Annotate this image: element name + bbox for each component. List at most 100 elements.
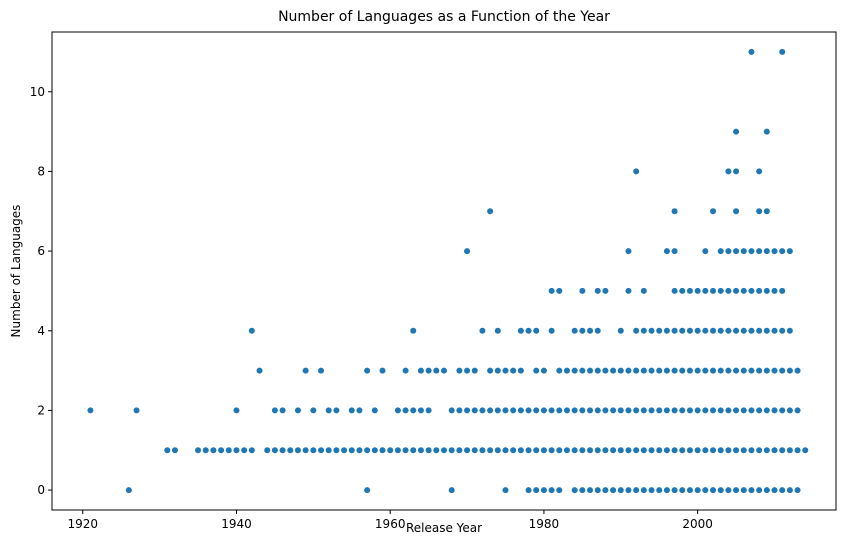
data-point xyxy=(318,447,325,454)
data-point xyxy=(494,327,501,334)
data-point xyxy=(702,407,709,414)
data-point xyxy=(464,407,471,414)
data-point xyxy=(633,367,640,374)
data-point xyxy=(733,208,740,215)
data-point xyxy=(594,367,601,374)
data-point xyxy=(248,447,255,454)
data-point xyxy=(441,367,447,374)
data-point xyxy=(610,447,617,454)
data-point xyxy=(456,367,463,374)
data-point xyxy=(579,447,586,454)
data-point xyxy=(587,407,594,414)
data-point xyxy=(587,367,594,374)
x-tick-label: 2000 xyxy=(682,517,713,531)
data-point xyxy=(548,407,555,414)
data-point xyxy=(448,447,455,454)
data-point xyxy=(617,447,624,454)
data-point xyxy=(587,487,594,494)
data-point xyxy=(625,287,632,294)
data-point xyxy=(663,367,670,374)
data-point xyxy=(533,407,540,414)
data-point xyxy=(702,327,709,334)
data-point xyxy=(563,447,570,454)
data-point xyxy=(763,327,770,334)
data-point xyxy=(679,407,686,414)
data-point xyxy=(779,447,786,454)
data-point xyxy=(348,407,355,414)
data-point xyxy=(640,487,647,494)
data-point xyxy=(763,287,770,294)
data-point xyxy=(517,367,524,374)
data-point xyxy=(464,447,471,454)
data-point xyxy=(233,447,240,454)
data-point xyxy=(786,447,793,454)
data-point xyxy=(502,447,509,454)
data-point xyxy=(610,407,617,414)
data-point xyxy=(679,327,686,334)
data-point xyxy=(387,447,394,454)
data-point xyxy=(794,447,801,454)
data-point xyxy=(671,208,678,215)
data-point xyxy=(579,407,586,414)
data-point xyxy=(402,447,409,454)
data-point xyxy=(763,248,770,255)
x-tick-label: 1980 xyxy=(529,517,560,531)
data-point xyxy=(725,287,732,294)
data-point xyxy=(748,287,755,294)
data-point xyxy=(710,447,717,454)
data-point xyxy=(602,447,609,454)
data-point xyxy=(717,287,724,294)
data-point xyxy=(748,367,755,374)
data-point xyxy=(733,287,740,294)
data-point xyxy=(525,327,532,334)
data-point xyxy=(625,447,632,454)
data-point xyxy=(602,287,609,294)
data-point xyxy=(671,327,678,334)
data-point xyxy=(656,327,663,334)
data-point xyxy=(625,367,632,374)
y-tick-label: 2 xyxy=(37,403,45,417)
data-point xyxy=(702,287,709,294)
data-point xyxy=(748,327,755,334)
data-point xyxy=(763,407,770,414)
data-point xyxy=(779,327,786,334)
y-axis: 0 2 4 6 8 10 xyxy=(30,85,52,497)
data-point xyxy=(294,447,301,454)
y-axis-label: Number of Languages xyxy=(9,205,23,338)
x-tick-label: 1920 xyxy=(67,517,98,531)
data-point xyxy=(633,487,640,494)
data-point xyxy=(648,487,655,494)
data-point xyxy=(525,407,532,414)
data-point xyxy=(433,367,440,374)
data-point xyxy=(594,287,601,294)
data-point xyxy=(364,487,371,494)
data-point xyxy=(417,367,424,374)
data-point xyxy=(356,407,363,414)
data-point xyxy=(771,487,778,494)
y-tick-label: 4 xyxy=(37,324,45,338)
data-point xyxy=(625,407,632,414)
data-point xyxy=(448,407,455,414)
data-point xyxy=(756,208,763,215)
data-point xyxy=(602,407,609,414)
data-point xyxy=(540,447,547,454)
data-point xyxy=(725,407,732,414)
data-point xyxy=(494,367,501,374)
data-point xyxy=(287,447,294,454)
data-points xyxy=(87,48,809,494)
data-point xyxy=(740,367,747,374)
data-point xyxy=(171,447,178,454)
data-point xyxy=(756,327,763,334)
data-point xyxy=(487,447,494,454)
data-point xyxy=(202,447,209,454)
data-point xyxy=(479,447,486,454)
data-point xyxy=(748,248,755,255)
data-point xyxy=(710,487,717,494)
data-point xyxy=(525,447,532,454)
data-point xyxy=(633,168,640,175)
data-point xyxy=(702,367,709,374)
data-point xyxy=(756,407,763,414)
data-point xyxy=(225,447,232,454)
data-point xyxy=(510,407,517,414)
data-point xyxy=(264,447,271,454)
